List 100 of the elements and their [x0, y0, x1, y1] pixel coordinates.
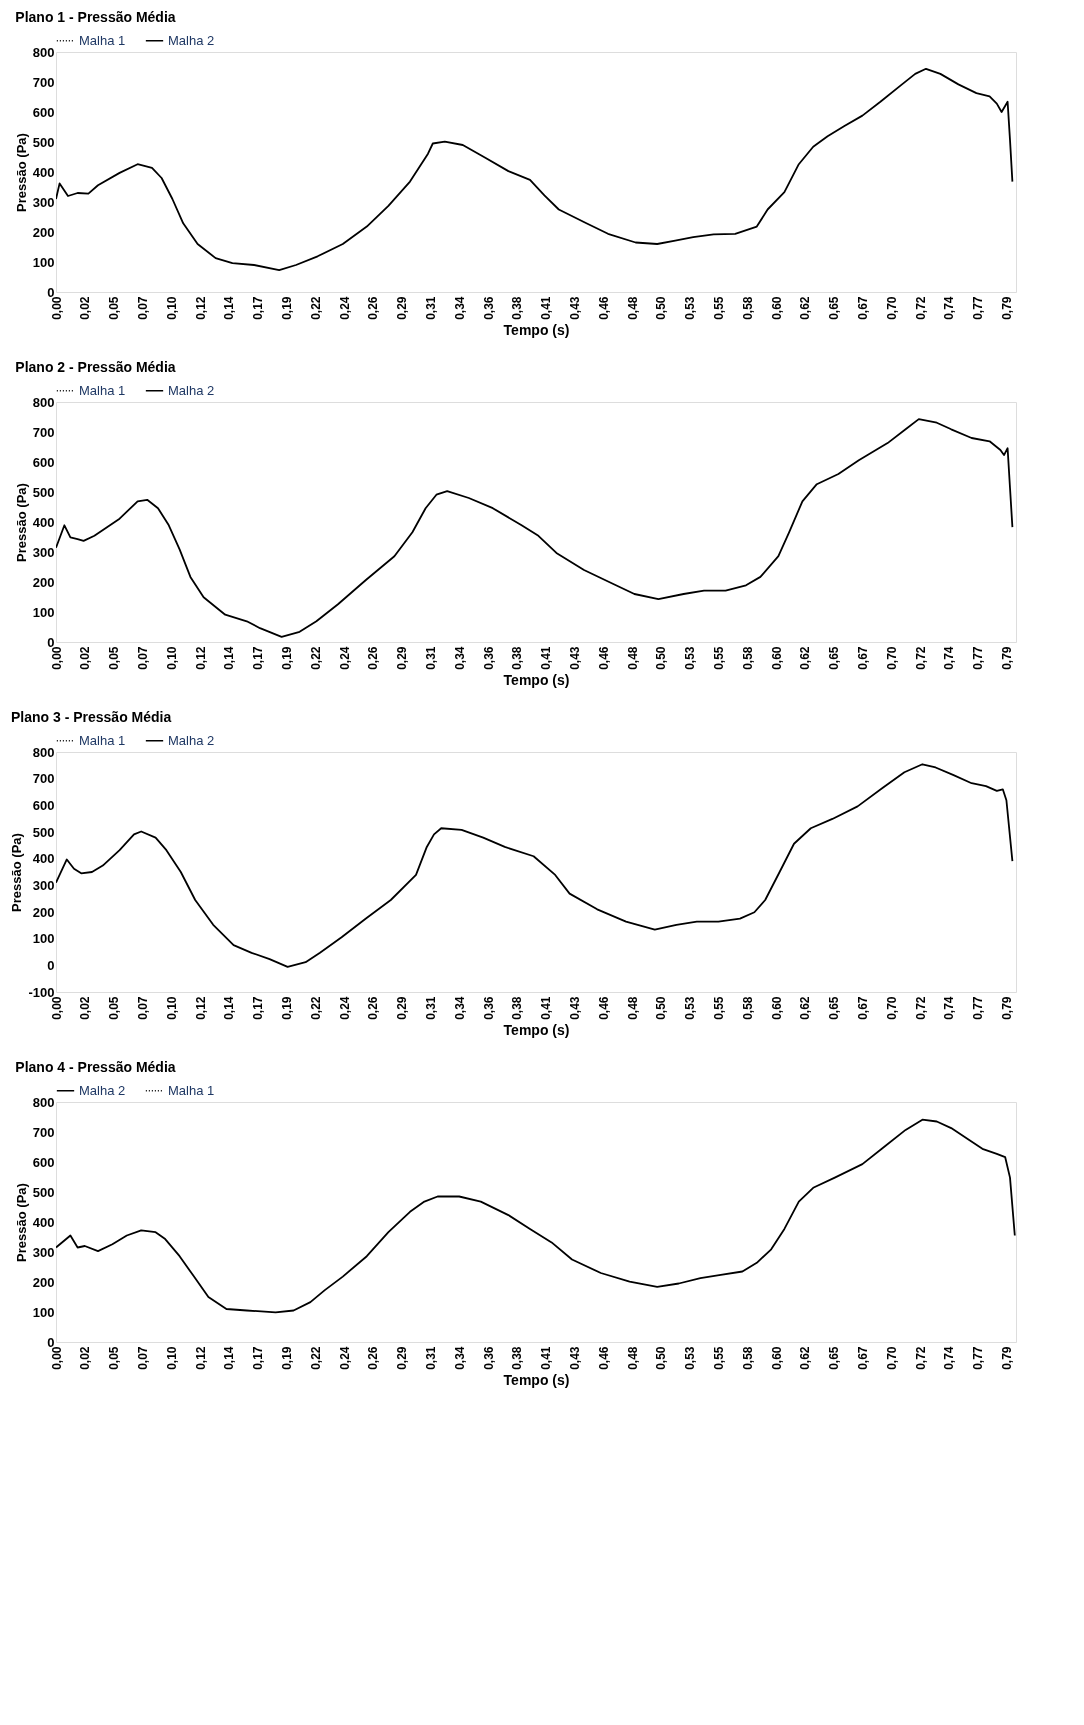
x-tick-label: 0,36 — [481, 996, 496, 1020]
y-tick-label: 200 — [32, 224, 55, 240]
x-tick-label: 0,24 — [337, 996, 352, 1020]
x-tick-label: 0,43 — [567, 996, 582, 1020]
x-tick-label: 0,65 — [827, 646, 842, 670]
legend-label: Malha 2 — [168, 732, 215, 748]
x-tick-label: 0,72 — [913, 296, 928, 320]
x-tick-label: 0,12 — [193, 996, 208, 1020]
x-tick-label: 0,58 — [740, 296, 755, 320]
x-tick-label: 0,34 — [452, 296, 467, 320]
legend-label: Malha 1 — [79, 382, 126, 398]
x-tick-label: 0,58 — [740, 1346, 755, 1370]
x-tick-label: 0,31 — [423, 296, 438, 320]
x-tick-label: 0,77 — [971, 996, 986, 1020]
x-tick-label: 0,79 — [999, 996, 1014, 1020]
x-tick-label: 0,26 — [366, 646, 381, 670]
x-tick-label: 0,55 — [711, 646, 726, 670]
y-tick-label: 500 — [32, 824, 55, 840]
x-tick-label: 0,48 — [625, 996, 640, 1020]
x-tick-label: 0,41 — [539, 646, 554, 670]
x-tick-label: 0,05 — [107, 996, 122, 1020]
x-tick-label: 0,31 — [423, 996, 438, 1020]
y-tick-label: 700 — [32, 424, 55, 440]
x-tick-label: 0,26 — [366, 296, 381, 320]
x-tick-label: 0,70 — [884, 996, 899, 1020]
x-tick-label: 0,02 — [78, 646, 93, 670]
x-tick-label: 0,34 — [452, 646, 467, 670]
x-tick-label: 0,31 — [423, 646, 438, 670]
x-tick-label: 0,22 — [308, 1346, 323, 1370]
x-tick-label: 0,50 — [654, 296, 669, 320]
y-tick-label: 200 — [32, 904, 55, 920]
y-tick-label: 600 — [32, 1154, 55, 1170]
legend-label: Malha 2 — [168, 32, 215, 48]
y-tick-label: 300 — [32, 1244, 55, 1260]
y-tick-label: 200 — [32, 574, 55, 590]
x-tick-label: 0,55 — [711, 996, 726, 1020]
x-tick-label: 0,74 — [942, 996, 957, 1020]
x-tick-label: 0,72 — [913, 646, 928, 670]
y-tick-label: 400 — [32, 851, 55, 867]
y-tick-label: 400 — [32, 1214, 55, 1230]
x-tick-label: 0,00 — [49, 646, 64, 670]
legend-label: Malha 1 — [79, 32, 126, 48]
x-tick-label: 0,77 — [971, 296, 986, 320]
y-tick-label: 100 — [32, 1304, 55, 1320]
y-tick-label: 500 — [32, 484, 55, 500]
x-tick-label: 0,74 — [942, 1346, 957, 1370]
x-tick-label: 0,07 — [135, 646, 150, 670]
x-tick-label: 0,60 — [769, 996, 784, 1020]
x-tick-label: 0,22 — [308, 296, 323, 320]
x-tick-label: 0,74 — [942, 646, 957, 670]
x-tick-label: 0,70 — [884, 646, 899, 670]
x-tick-label: 0,77 — [971, 1346, 986, 1370]
y-tick-label: 400 — [32, 514, 55, 530]
x-tick-label: 0,58 — [740, 996, 755, 1020]
x-tick-label: 0,79 — [999, 646, 1014, 670]
y-axis-title: Pressão (Pa) — [9, 833, 25, 912]
x-tick-label: 0,79 — [999, 1346, 1014, 1370]
x-tick-label: 0,55 — [711, 1346, 726, 1370]
x-tick-label: 0,12 — [193, 296, 208, 320]
x-tick-label: 0,22 — [308, 646, 323, 670]
x-axis-title: Tempo (s) — [503, 1021, 570, 1038]
x-tick-label: 0,46 — [596, 646, 611, 670]
legend-label: Malha 2 — [168, 382, 215, 398]
y-tick-label: 300 — [32, 544, 55, 560]
x-tick-label: 0,05 — [107, 646, 122, 670]
x-tick-label: 0,67 — [855, 646, 870, 670]
legend-label: Malha 1 — [168, 1082, 215, 1098]
y-tick-label: 600 — [32, 104, 55, 120]
y-tick-label: 400 — [32, 164, 55, 180]
x-tick-label: 0,17 — [251, 646, 266, 670]
x-tick-label: 0,29 — [395, 1346, 410, 1370]
x-tick-label: 0,53 — [683, 996, 698, 1020]
x-tick-label: 0,46 — [596, 296, 611, 320]
line-series — [56, 67, 1014, 271]
x-tick-label: 0,24 — [337, 646, 352, 670]
x-tick-label: 0,41 — [539, 296, 554, 320]
x-tick-label: 0,29 — [395, 996, 410, 1020]
x-tick-label: 0,41 — [539, 996, 554, 1020]
chart-title: Plano 1 - Pressão Média — [15, 9, 176, 25]
x-tick-label: 0,17 — [251, 296, 266, 320]
x-tick-label: 0,67 — [855, 296, 870, 320]
x-tick-label: 0,10 — [164, 1346, 179, 1370]
y-tick-label: 800 — [32, 44, 55, 60]
x-tick-label: 0,24 — [337, 1346, 352, 1370]
x-tick-label: 0,58 — [740, 646, 755, 670]
x-tick-label: 0,29 — [395, 646, 410, 670]
x-tick-label: 0,22 — [308, 996, 323, 1020]
x-tick-label: 0,48 — [625, 646, 640, 670]
x-tick-label: 0,46 — [596, 996, 611, 1020]
x-tick-label: 0,77 — [971, 646, 986, 670]
x-tick-label: 0,53 — [683, 1346, 698, 1370]
x-tick-label: 0,00 — [49, 1346, 64, 1370]
y-tick-label: 700 — [32, 74, 55, 90]
x-tick-label: 0,34 — [452, 996, 467, 1020]
x-tick-label: 0,00 — [49, 296, 64, 320]
x-tick-label: 0,36 — [481, 1346, 496, 1370]
x-tick-label: 0,38 — [510, 996, 525, 1020]
x-axis-title: Tempo (s) — [503, 1371, 570, 1388]
x-tick-label: 0,38 — [510, 296, 525, 320]
y-tick-label: 600 — [32, 797, 55, 813]
